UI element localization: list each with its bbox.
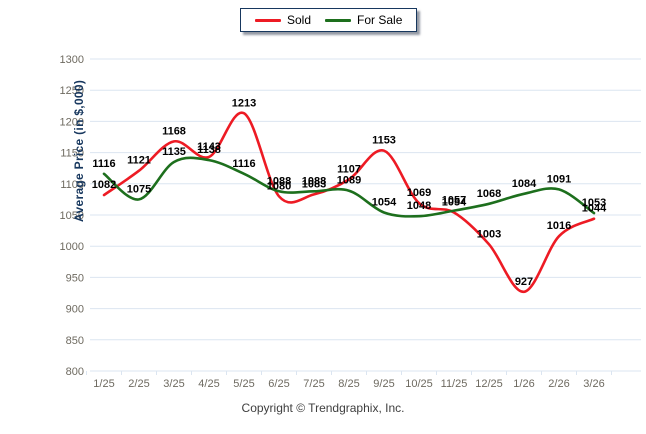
- for-sale-data-label: 1089: [337, 175, 361, 187]
- sold-data-label: 1003: [477, 228, 501, 240]
- sold-data-label: 1121: [127, 155, 151, 167]
- sold-data-label: 1153: [372, 135, 396, 147]
- sold-data-label: 1083: [302, 178, 326, 190]
- for-sale-line: [102, 156, 596, 218]
- y-tick-label: 1000: [60, 241, 84, 253]
- for-sale-data-label: 1091: [547, 173, 571, 185]
- sold-line-swatch: [255, 18, 281, 22]
- x-tick-label: 11/25: [441, 378, 468, 390]
- y-tick-label: 950: [66, 272, 84, 284]
- x-tick-label: 4/25: [198, 378, 219, 390]
- sold-data-label: 1143: [197, 141, 221, 153]
- for-sale-data-label: 1054: [372, 197, 397, 209]
- for-sale-data-label: 1053: [582, 197, 606, 209]
- x-tick-label: 6/25: [268, 378, 289, 390]
- sold-line: [102, 111, 596, 294]
- copyright-text: Copyright © Trendgraphix, Inc.: [241, 401, 405, 415]
- for-sale-data-label: 1116: [232, 158, 255, 170]
- x-tick-label: 12/25: [475, 378, 503, 390]
- x-tick-label: 10/25: [405, 378, 433, 390]
- legend-item-for-sale[interactable]: For Sale: [325, 13, 402, 27]
- sold-data-label: 927: [515, 276, 533, 288]
- y-tick-label: 850: [66, 335, 84, 347]
- for-sale-data-label: 1048: [407, 200, 431, 212]
- for-sale-data-label: 1135: [162, 146, 186, 158]
- x-tick-label: 8/25: [338, 378, 359, 390]
- y-tick-label: 1100: [60, 179, 84, 191]
- y-tick-label: 900: [66, 304, 84, 316]
- x-tick-label: 1/26: [513, 378, 534, 390]
- sold-data-label: 1016: [547, 220, 571, 232]
- for-sale-data-label: 1084: [512, 178, 537, 190]
- for-sale-data-label: 1075: [127, 183, 151, 195]
- x-tick-label: 1/25: [93, 378, 114, 390]
- sold-data-label: 1082: [92, 179, 116, 191]
- y-tick-label: 1300: [60, 54, 84, 66]
- sold-data-label: 1107: [337, 163, 361, 175]
- y-tick-label: 800: [66, 366, 84, 378]
- y-tick-label: 1150: [60, 148, 84, 160]
- for-sale-data-label: 1057: [442, 195, 466, 207]
- sold-data-label: 1213: [232, 97, 256, 109]
- legend-label-for-sale: For Sale: [357, 13, 403, 27]
- y-tick-label: 1250: [60, 85, 84, 97]
- x-tick-label: 5/25: [233, 378, 254, 390]
- x-tick-label: 3/26: [583, 378, 604, 390]
- for-sale-data-label: 1088: [267, 175, 291, 187]
- legend-label-sold: Sold: [287, 13, 312, 27]
- sold-data-label: 1054: [442, 197, 467, 209]
- x-tick-label: 3/25: [163, 378, 184, 390]
- for-sale-line-swatch: [325, 18, 352, 22]
- for-sale-data-label: 1116: [92, 158, 115, 170]
- y-axis-title: Average Price (in $,000): [72, 79, 87, 222]
- sold-data-label: 1168: [162, 125, 186, 137]
- legend: Sold For Sale: [240, 8, 418, 32]
- sold-data-label: 1069: [407, 187, 431, 199]
- x-tick-label: 9/25: [373, 378, 394, 390]
- y-tick-label: 1050: [60, 210, 84, 222]
- for-sale-data-label: 1138: [197, 144, 221, 156]
- sold-data-label: 1044: [582, 203, 607, 215]
- for-sale-data-label: 1088: [302, 175, 326, 187]
- sold-data-label: 1080: [267, 180, 291, 192]
- legend-item-sold[interactable]: Sold: [255, 13, 311, 27]
- y-tick-label: 1200: [60, 116, 84, 128]
- for-sale-data-label: 1068: [477, 188, 501, 200]
- x-tick-label: 7/25: [303, 378, 324, 390]
- x-tick-label: 2/26: [548, 378, 569, 390]
- x-tick-label: 2/25: [128, 378, 149, 390]
